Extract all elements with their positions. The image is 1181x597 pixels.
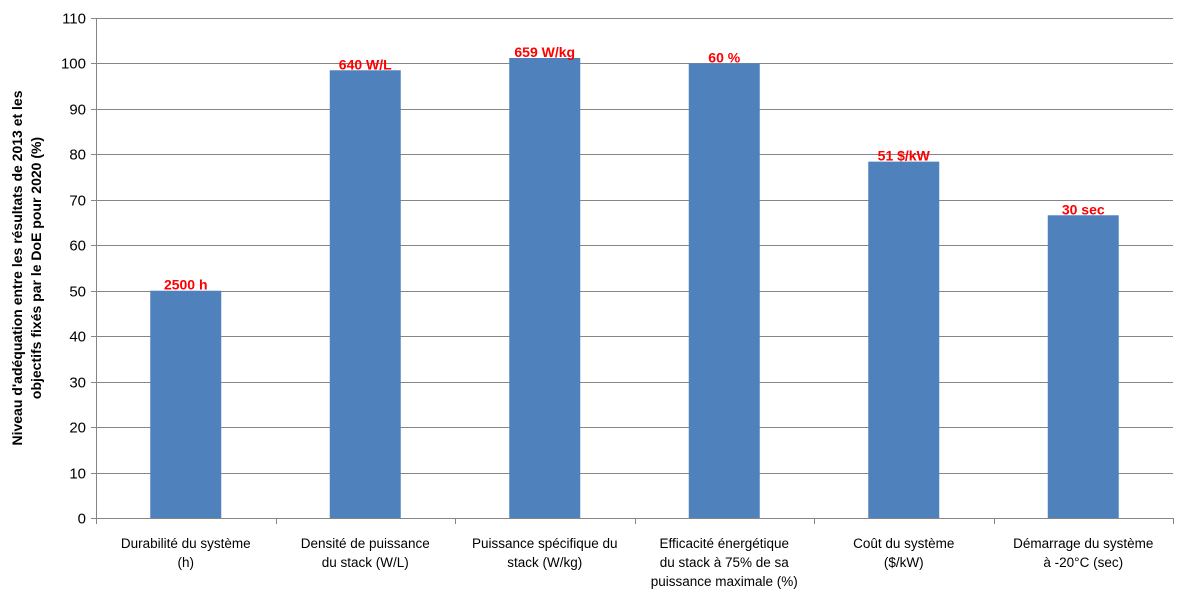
data-label: 30 sec xyxy=(1062,201,1105,217)
data-labels: 2500 h 640 W/L 659 W/kg 60 % 51 $/kW 30 sec xyxy=(164,44,1105,293)
bar xyxy=(868,161,940,519)
bars xyxy=(150,58,1119,519)
gridlines xyxy=(96,18,1173,474)
bar xyxy=(509,58,581,518)
y-axis-title-line-1: Niveau d'adéquation entre les résultats … xyxy=(9,90,25,445)
bar xyxy=(329,70,401,518)
y-tick-label: 40 xyxy=(69,329,86,346)
x-category-label: du stack (W/L) xyxy=(322,555,409,570)
y-axis-title: Niveau d'adéquation entre les résultats … xyxy=(9,90,44,445)
data-label: 659 W/kg xyxy=(514,44,575,60)
x-category-label: Durabilité du système xyxy=(121,536,251,551)
x-category-label: Densité de puissance xyxy=(301,536,430,551)
y-tick-label: 90 xyxy=(69,102,86,119)
y-tick-label: 10 xyxy=(69,466,86,483)
y-tick-label: 60 xyxy=(69,238,86,255)
y-tick-label: 50 xyxy=(69,284,86,301)
x-category-labels: Durabilité du système (h) Densité de puiss… xyxy=(121,536,1154,589)
y-tick-label: 20 xyxy=(69,420,86,437)
x-category-label: Puissance spécifique du xyxy=(472,536,618,551)
x-category-label: Efficacité énergétique xyxy=(659,536,789,551)
bar xyxy=(1047,215,1119,519)
y-tick-label: 110 xyxy=(62,11,86,28)
bar xyxy=(150,290,222,518)
axes xyxy=(91,18,1174,524)
x-category-label: stack (W/kg) xyxy=(507,555,582,570)
y-tick-label: 70 xyxy=(69,193,86,210)
y-axis-title-line-2: objectifs fixés par le DoE pour 2020 (%) xyxy=(28,137,44,399)
y-tick-label: 30 xyxy=(69,375,86,392)
x-category-label: Démarrage du système xyxy=(1013,536,1153,551)
y-tick-label: 100 xyxy=(61,56,86,73)
y-tick-label: 0 xyxy=(78,511,86,528)
y-tick-labels: 0 10 20 30 40 50 60 70 80 90 100 110 xyxy=(61,11,86,528)
data-label: 640 W/L xyxy=(339,56,392,72)
x-category-label: puissance maximale (%) xyxy=(651,574,798,589)
x-category-label: du stack à 75% de sa xyxy=(660,555,790,570)
data-label: 60 % xyxy=(708,49,740,65)
x-category-label: à -20°C (sec) xyxy=(1043,555,1123,570)
x-category-label: Coût du système xyxy=(853,536,954,551)
x-category-label: ($/kW) xyxy=(884,555,924,570)
y-tick-label: 80 xyxy=(69,147,86,164)
bar xyxy=(688,63,760,519)
x-category-label: (h) xyxy=(178,555,195,570)
data-label: 2500 h xyxy=(164,277,208,293)
data-label: 51 $/kW xyxy=(878,148,931,164)
